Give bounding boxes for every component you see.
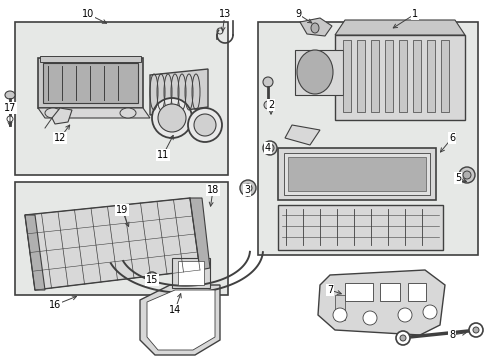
Ellipse shape	[263, 77, 273, 87]
Text: 16: 16	[49, 300, 61, 310]
Ellipse shape	[45, 108, 61, 118]
Bar	[178, 261, 204, 285]
Ellipse shape	[240, 180, 256, 196]
Polygon shape	[300, 18, 332, 36]
Bar	[278, 148, 436, 200]
Bar	[335, 35, 465, 120]
Text: 9: 9	[295, 9, 301, 19]
Text: 18: 18	[207, 185, 219, 195]
Bar	[408, 283, 426, 301]
Ellipse shape	[263, 141, 277, 155]
Text: 15: 15	[146, 275, 158, 285]
Polygon shape	[190, 198, 210, 270]
Bar	[284, 153, 430, 195]
Ellipse shape	[146, 272, 158, 284]
Bar	[343, 40, 351, 112]
Polygon shape	[52, 108, 72, 124]
Polygon shape	[318, 270, 445, 335]
Ellipse shape	[463, 171, 471, 179]
Bar	[335, 295, 345, 320]
Ellipse shape	[396, 331, 410, 345]
Ellipse shape	[398, 308, 412, 322]
Bar	[40, 56, 141, 62]
Polygon shape	[147, 290, 215, 350]
Ellipse shape	[400, 335, 406, 341]
Ellipse shape	[473, 327, 479, 333]
Ellipse shape	[120, 108, 136, 118]
Polygon shape	[25, 215, 45, 290]
Polygon shape	[285, 125, 320, 145]
Text: 13: 13	[219, 9, 231, 19]
Ellipse shape	[188, 108, 222, 142]
Ellipse shape	[158, 104, 186, 132]
Ellipse shape	[264, 101, 272, 109]
Bar	[441, 40, 449, 112]
Ellipse shape	[194, 114, 216, 136]
Polygon shape	[335, 20, 465, 35]
Bar	[380, 283, 400, 301]
Text: 11: 11	[157, 150, 169, 160]
Bar	[371, 40, 379, 112]
Text: 12: 12	[54, 133, 66, 143]
Text: 10: 10	[82, 9, 94, 19]
Ellipse shape	[333, 308, 347, 322]
Text: 1: 1	[412, 9, 418, 19]
Bar	[172, 258, 210, 288]
Bar	[38, 58, 143, 108]
Ellipse shape	[266, 144, 274, 152]
Bar	[385, 40, 393, 112]
Polygon shape	[38, 108, 150, 118]
Polygon shape	[150, 69, 208, 115]
Ellipse shape	[152, 98, 192, 138]
Bar	[15, 22, 228, 175]
Text: 3: 3	[244, 185, 250, 195]
Ellipse shape	[469, 323, 483, 337]
Text: 6: 6	[449, 133, 455, 143]
Text: 8: 8	[449, 330, 455, 340]
Text: 4: 4	[265, 143, 271, 153]
Text: 17: 17	[4, 103, 16, 113]
Text: 19: 19	[116, 205, 128, 215]
Polygon shape	[25, 198, 200, 290]
Bar	[278, 205, 443, 250]
Text: 14: 14	[169, 305, 181, 315]
Text: 7: 7	[327, 285, 333, 295]
Bar	[399, 40, 407, 112]
Ellipse shape	[7, 116, 13, 122]
Bar	[258, 22, 478, 255]
Ellipse shape	[149, 275, 155, 281]
Bar	[357, 40, 365, 112]
Text: 2: 2	[268, 100, 274, 110]
Bar	[15, 182, 228, 295]
Ellipse shape	[311, 23, 319, 33]
Ellipse shape	[297, 50, 333, 94]
Bar	[345, 283, 373, 301]
Ellipse shape	[363, 311, 377, 325]
Ellipse shape	[459, 167, 475, 183]
Bar	[413, 40, 421, 112]
Bar	[295, 50, 343, 95]
Bar	[288, 157, 426, 191]
Ellipse shape	[423, 305, 437, 319]
Text: 5: 5	[455, 173, 461, 183]
Ellipse shape	[244, 184, 252, 192]
Ellipse shape	[5, 91, 15, 99]
Polygon shape	[140, 285, 220, 355]
Bar	[43, 63, 138, 103]
Bar	[427, 40, 435, 112]
